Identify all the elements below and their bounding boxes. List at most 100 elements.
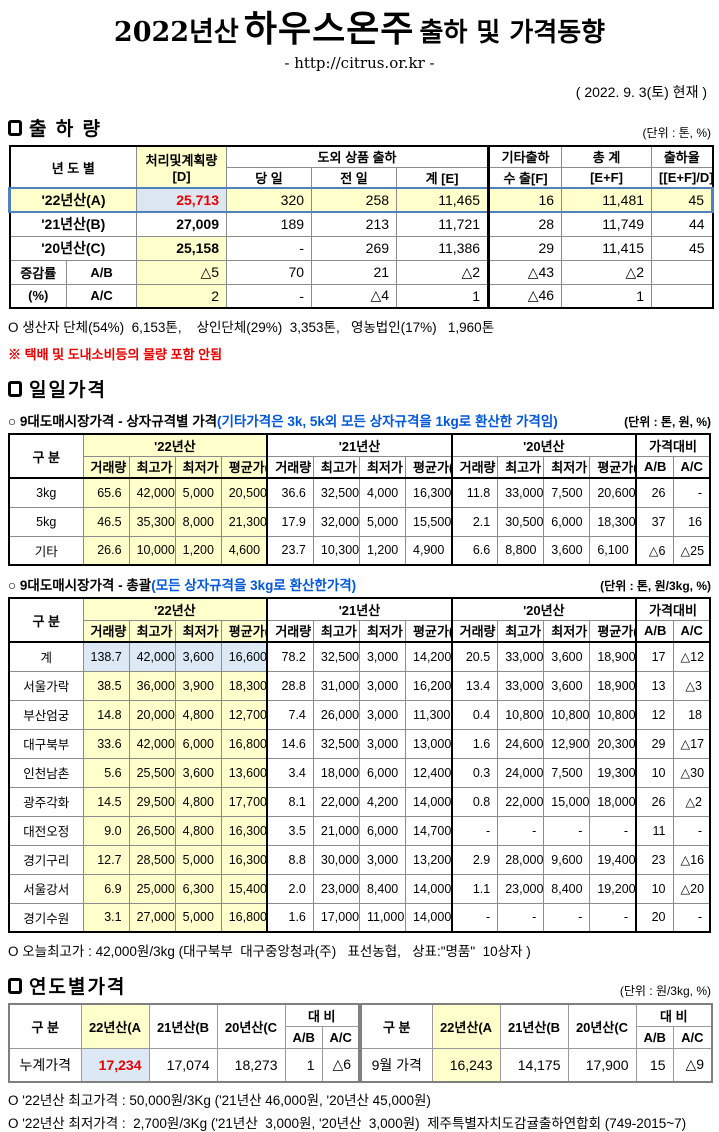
col-header-group: 구 분 <box>8 597 84 643</box>
sub-header: 최저가 <box>543 619 591 643</box>
col-header-year21: '21년산 <box>266 433 453 457</box>
cell: 14,200 <box>405 641 453 672</box>
table-row: 부산엄궁 14.8 20,000 4,800 12,700 7.4 26,000 3,000 1… <box>8 699 711 730</box>
cell: - <box>589 815 637 846</box>
table-row-change-ac: (%) A/C 2 - △4 1 △46 1 <box>9 283 714 309</box>
cell: 17 <box>635 641 674 672</box>
cell-ab: 15 <box>635 1047 674 1083</box>
cell: - <box>672 902 711 933</box>
cell: 42,000 <box>128 728 176 759</box>
cell: 19,200 <box>589 873 637 904</box>
cell: 15,400 <box>220 873 268 904</box>
cell-sum: 11,749 <box>561 211 653 237</box>
cell: 10 <box>635 873 674 904</box>
sub-header-ab: A/B <box>284 1025 323 1049</box>
table-row: 경기구리 12.7 28,500 5,000 16,300 8.8 30,000 3,000 1… <box>8 844 711 875</box>
cell: 5,000 <box>174 902 222 933</box>
cell: 10,300 <box>312 535 360 566</box>
row-label: 3kg <box>8 477 84 508</box>
cell-total: 11,386 <box>396 235 490 261</box>
cell-sum: 11,415 <box>561 235 653 261</box>
cell: - <box>497 815 545 846</box>
cell: 3,000 <box>358 728 407 759</box>
cell: 19,300 <box>589 757 637 788</box>
col-header-year22: '22년산 <box>82 433 268 457</box>
cell: 8.8 <box>266 844 314 875</box>
cell: 17,000 <box>312 902 360 933</box>
yearly-price-table: 구 분 22년산(A 21년산(B 20년산(C 대 비 구 분 22년산(A … <box>8 1003 714 1083</box>
cell-y21: 14,175 <box>499 1047 569 1083</box>
cell: 10,800 <box>543 699 591 730</box>
row-label: 부산엄궁 <box>8 699 84 730</box>
cell: 28,500 <box>128 844 176 875</box>
cell: 46.5 <box>82 506 130 537</box>
cell: 21,300 <box>220 506 268 537</box>
cell: 14,700 <box>405 815 453 846</box>
cell: △3 <box>672 670 711 701</box>
cell: 3,000 <box>358 641 407 672</box>
table-row: 경기수원 3.1 27,000 5,000 16,800 1.6 17,000 11,000 1… <box>8 902 711 933</box>
cell: 3.5 <box>266 815 314 846</box>
row-label: 대구북부 <box>8 728 84 759</box>
cell-prev: △4 <box>311 283 398 309</box>
cell: 1,200 <box>358 535 407 566</box>
cell-rate <box>651 259 714 285</box>
col-header-rate-formula: [[E+F]/D] <box>651 166 714 189</box>
row-label: 대전오정 <box>8 815 84 846</box>
cell: 3,000 <box>358 844 407 875</box>
cell: 4,800 <box>174 699 222 730</box>
cell: 25,500 <box>128 757 176 788</box>
row-label: '20년산(C) <box>8 235 138 261</box>
col-header-group: 구 분 <box>8 433 84 479</box>
col-header-etc: 기타출하 <box>487 145 563 168</box>
table-row: 5kg 46.5 35,300 8,000 21,300 17.9 32,000 5,000 1… <box>8 506 711 537</box>
subtitle-total-price: ○ 9대도매시장가격 - 총괄(모든 상자규격을 3kg로 환산한가격) (단위… <box>8 574 711 594</box>
sub-header: 평균가(B) <box>405 619 453 643</box>
subtitle-note-blue: (모든 상자규격을 3kg로 환산한가격) <box>151 578 357 593</box>
cell: 16,800 <box>220 902 268 933</box>
cell-rate <box>651 283 714 309</box>
cell-today: - <box>226 235 313 261</box>
sub-header: 거래량 <box>266 455 314 479</box>
title-suffix: 출하 및 가격동향 <box>419 18 606 48</box>
cell: 30,000 <box>312 844 360 875</box>
sub-header: A/B <box>635 619 674 643</box>
cell: 19,400 <box>589 844 637 875</box>
cell-rate: 45 <box>651 235 714 261</box>
shipment-table: 년 도 별 처리및계획량 [D] 도외 상품 출하 기타출하 총 계 출하율 당… <box>7 145 715 309</box>
footer-notes: O '22년산 최고가격 : 50,000원/3Kg ('21년산 46,000… <box>8 1089 711 1132</box>
cell: 32,000 <box>312 506 360 537</box>
cell: 14,000 <box>405 786 453 817</box>
cell: 5,000 <box>358 506 407 537</box>
cell: 2.1 <box>450 506 499 537</box>
cell: 18,300 <box>589 506 637 537</box>
row-label: 9월 가격 <box>358 1047 433 1083</box>
min-price-note: O '22년산 최저가격 : 2,700원/3Kg ('21년산 3,000원,… <box>8 1116 687 1131</box>
cell: 6,000 <box>358 757 407 788</box>
col-header-today: 당 일 <box>226 166 313 189</box>
table-row: 계 138.7 42,000 3,600 16,600 78.2 32,500 3,000 14… <box>8 641 711 672</box>
cell: 10 <box>635 757 674 788</box>
cell-y20: 18,273 <box>216 1047 286 1083</box>
sub-header: 최고가 <box>497 619 545 643</box>
row-label: 서울강서 <box>8 873 84 904</box>
cell: 2.0 <box>266 873 314 904</box>
col-header-y20: 20년산(C <box>216 1003 286 1049</box>
cell-plan: 2 <box>136 283 228 309</box>
sub-header-row: 거래량 최고가 최저가 평균가(A) 거래량 최고가 최저가 평균가(B) 거래… <box>9 455 711 479</box>
cell: 65.6 <box>82 477 130 508</box>
cell: 6,300 <box>174 873 222 904</box>
cell: △20 <box>672 873 711 904</box>
cell: 21,000 <box>312 815 360 846</box>
document-title: 2022년산 하우스온주 출하 및 가격동향 <box>8 10 711 56</box>
row-label: 경기구리 <box>8 844 84 875</box>
cell-today: 70 <box>226 259 313 285</box>
market-total-price-table: 구 분 '22년산 '21년산 '20년산 가격대비 거래량 최고가 최저가 평… <box>8 597 711 933</box>
table-row: 기타 26.6 10,000 1,200 4,600 23.7 10,300 1,200 4,9… <box>8 535 711 566</box>
cell-ab: 1 <box>284 1047 323 1083</box>
cell-y20: 17,900 <box>567 1047 637 1083</box>
cell: 36,000 <box>128 670 176 701</box>
cell: 33,000 <box>497 670 545 701</box>
cell: 23,000 <box>497 873 545 904</box>
cell: 9.0 <box>82 815 130 846</box>
